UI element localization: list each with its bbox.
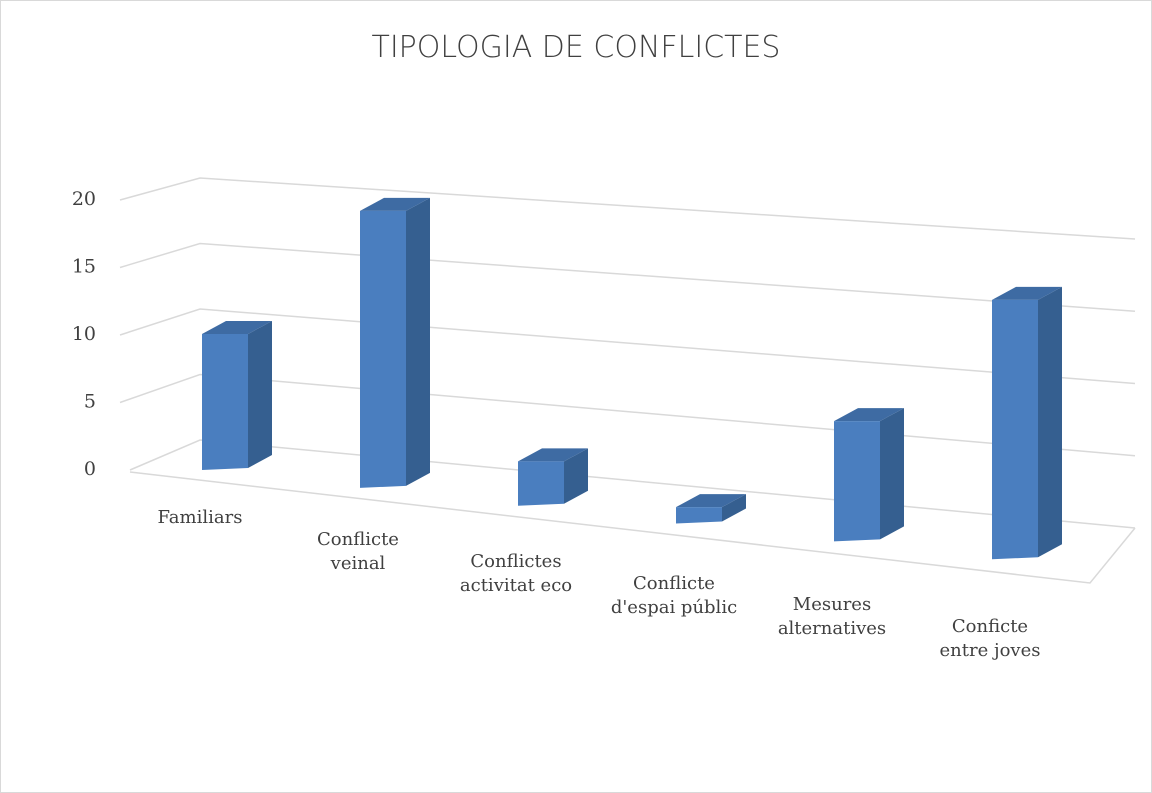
x-tick-label: Familiars	[157, 507, 243, 528]
y-tick-label: 20	[72, 188, 96, 210]
x-tick-label: Mesures alternatives	[777, 594, 887, 640]
bar-top	[518, 448, 588, 462]
bar	[518, 461, 564, 506]
y-tick-label: 15	[72, 256, 96, 278]
x-tick-label: Conficte entre joves	[939, 616, 1041, 662]
bar-top	[676, 494, 746, 508]
bar	[676, 507, 722, 524]
bar-side	[1038, 286, 1062, 558]
bar-top	[992, 286, 1062, 300]
y-tick-label: 10	[72, 323, 96, 345]
bar-side	[248, 321, 272, 468]
bar-top	[834, 408, 904, 422]
bar	[992, 299, 1038, 560]
x-tick-label: Conflictes activitat eco	[459, 550, 573, 596]
grid-line	[119, 373, 1136, 457]
bar-side	[406, 197, 430, 486]
y-tick-label: 5	[84, 391, 96, 413]
x-tick-label: Conflicte veinal	[317, 528, 399, 574]
bar	[834, 421, 880, 542]
grid-line	[119, 242, 1136, 312]
bar	[360, 210, 406, 488]
bar-side	[880, 408, 904, 540]
x-tick-label: Conflicte d'espai públic	[610, 572, 738, 618]
floor-edge	[129, 471, 1136, 584]
grid-line	[129, 439, 1136, 529]
grid-line	[119, 308, 1136, 385]
chart-title: TIPOLOGIA DE CONFLICTES	[371, 30, 781, 65]
bar-side	[564, 448, 588, 504]
grid-line	[119, 177, 1136, 240]
bar-side	[722, 494, 746, 522]
bar-top	[202, 321, 272, 334]
bar	[202, 334, 248, 470]
y-tick-label: 0	[84, 458, 96, 480]
bar-top	[360, 197, 430, 211]
